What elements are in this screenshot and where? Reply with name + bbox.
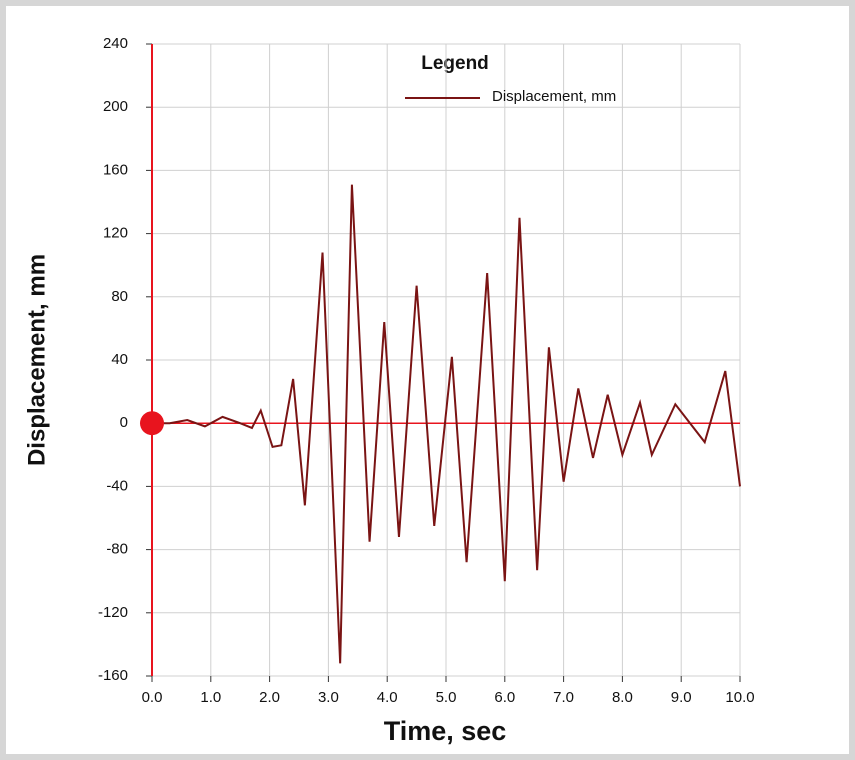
y-tick-label: 40 <box>111 351 128 368</box>
legend-title: Legend <box>421 53 489 74</box>
y-tick-label: 160 <box>103 161 128 178</box>
y-tick-label: -80 <box>106 541 128 558</box>
x-tick-label: 8.0 <box>612 689 633 706</box>
x-tick-label: 2.0 <box>259 689 280 706</box>
plot-background <box>6 6 849 754</box>
y-tick-label: 120 <box>103 225 128 242</box>
origin-marker <box>140 411 164 436</box>
y-tick-label: 240 <box>103 35 128 52</box>
y-tick-label: 0 <box>120 414 128 431</box>
x-axis-title: Time, sec <box>384 716 507 746</box>
data-line <box>152 184 741 664</box>
y-tick-label: 80 <box>111 288 128 305</box>
y-tick-label: -120 <box>98 604 128 621</box>
x-tick-label: 1.0 <box>200 689 221 706</box>
y-tick-label: 200 <box>103 98 128 115</box>
x-tick-label: 6.0 <box>494 689 515 706</box>
y-tick-label: -160 <box>98 667 128 684</box>
x-tick-label: 4.0 <box>377 689 398 706</box>
legend-label: Displacement, mm <box>492 88 616 105</box>
x-tick-label: 9.0 <box>671 689 692 706</box>
x-tick-label: 0.0 <box>142 689 163 706</box>
x-tick-label: 3.0 <box>318 689 339 706</box>
x-tick-label: 5.0 <box>436 689 457 706</box>
x-tick-label: 7.0 <box>553 689 574 706</box>
y-axis-title: Displacement, mm <box>23 254 50 466</box>
y-tick-label: -40 <box>106 477 128 494</box>
x-tick-label: 10.0 <box>725 689 754 706</box>
